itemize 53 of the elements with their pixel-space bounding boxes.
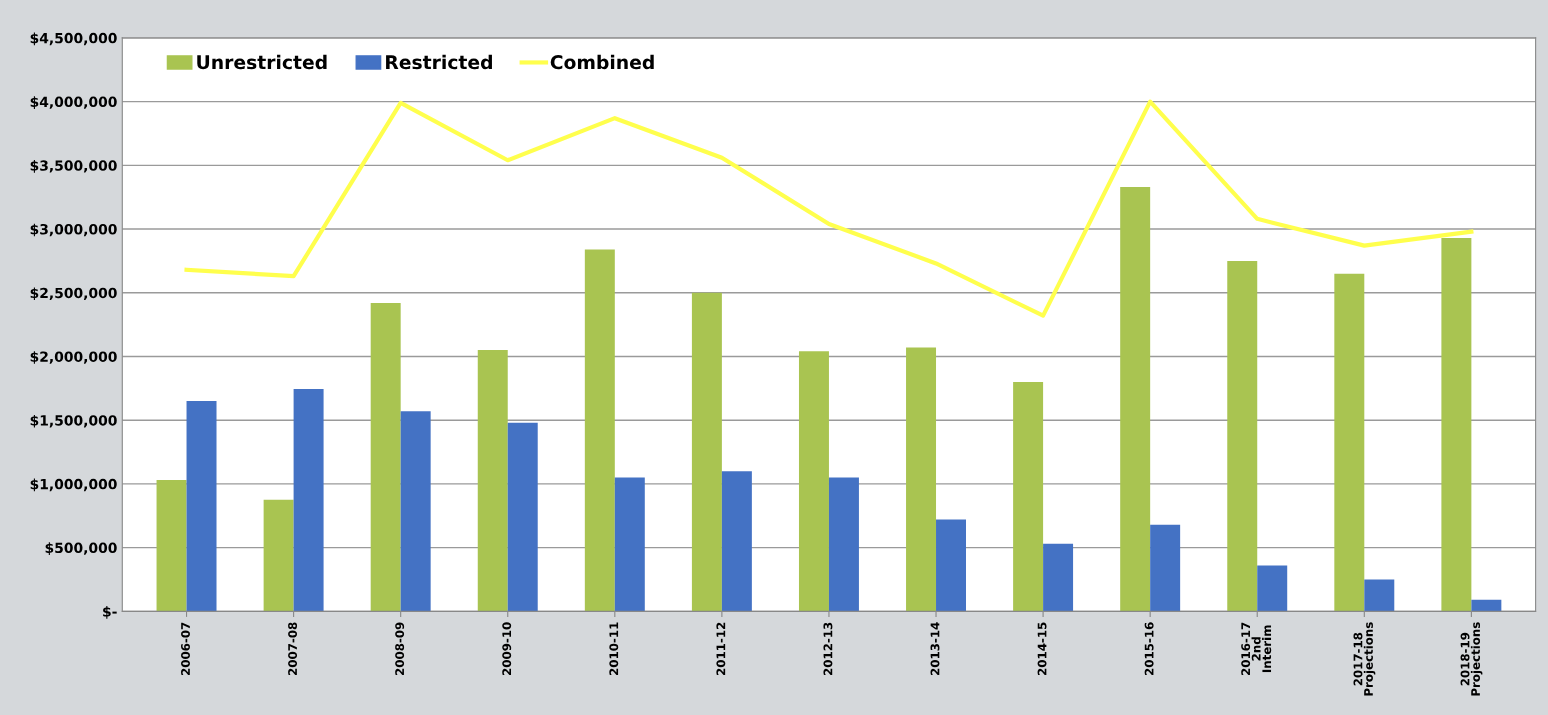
bar	[400, 411, 431, 612]
x-tick-label: 2015-16	[1144, 622, 1154, 675]
bar	[1334, 273, 1365, 612]
y-tick-label: $2,500,000	[30, 287, 117, 301]
y-tick-label: $-	[103, 606, 117, 619]
bar	[1441, 237, 1472, 612]
bar	[1120, 186, 1151, 612]
bar	[1227, 260, 1258, 612]
bar	[477, 350, 508, 612]
bar	[1043, 543, 1074, 612]
bar	[507, 422, 538, 612]
x-tick-label: 2012-13	[823, 622, 833, 675]
x-tick-label: 2018-19 Projections	[1460, 622, 1483, 696]
bar	[828, 477, 859, 612]
bar	[721, 471, 752, 612]
bar	[1471, 599, 1502, 612]
bar	[1257, 565, 1288, 612]
y-tick-label: $500,000	[45, 542, 117, 555]
x-tick-label: 2010-11	[609, 622, 619, 675]
x-tick-label: 2006-07	[181, 622, 190, 675]
legend-label: Combined	[550, 54, 654, 70]
y-tick-label: $3,500,000	[30, 160, 117, 173]
x-tick-label: 2017-18 Projections	[1353, 622, 1376, 696]
bar	[370, 302, 401, 612]
y-tick-label: $3,000,000	[30, 223, 117, 237]
line-series	[184, 99, 1474, 318]
y-tick-label: $4,500,000	[30, 32, 117, 46]
bar	[936, 519, 966, 612]
bar	[906, 347, 937, 612]
bar	[293, 388, 324, 612]
y-tick-label: $4,000,000	[30, 96, 117, 109]
bar	[1013, 381, 1044, 612]
x-tick-label: 2009-10	[502, 622, 512, 675]
x-tick-label: 2011-12	[716, 622, 726, 675]
y-tick-label: $2,000,000	[30, 351, 117, 364]
y-tick-label: $1,500,000	[30, 414, 117, 428]
y-tick-label: $1,000,000	[30, 478, 117, 492]
bar	[798, 351, 829, 612]
bar	[186, 401, 217, 612]
bar	[263, 499, 294, 612]
x-tick-label: 2008-09	[395, 622, 405, 675]
x-tick-label: 2013-14	[930, 622, 940, 675]
legend-label: Unrestricted	[197, 54, 327, 70]
x-tick-label: 2016-17 2nd Interim	[1241, 622, 1272, 675]
x-tick-label: 2014-15	[1037, 622, 1047, 675]
bar	[156, 480, 187, 612]
bar	[584, 249, 615, 612]
bar	[1364, 579, 1395, 612]
x-tick-label: 2007-08	[288, 622, 298, 675]
legend-label: Restricted	[386, 54, 492, 70]
bar	[691, 292, 722, 612]
bar	[614, 477, 645, 612]
bar	[1150, 524, 1181, 612]
